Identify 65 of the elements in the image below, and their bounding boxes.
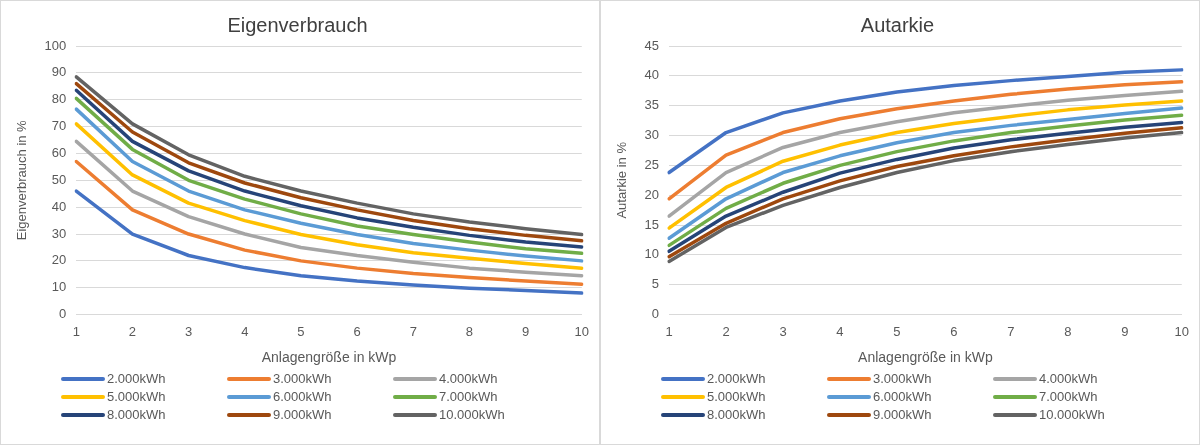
x-tick-label: 2 xyxy=(128,323,137,339)
y-tick-label: 30 xyxy=(51,225,67,241)
legend-label: 7.000kWh xyxy=(439,389,498,404)
y-tick-label: 25 xyxy=(644,156,660,172)
y-tick-label: 35 xyxy=(644,97,660,113)
y-tick-label: 45 xyxy=(644,37,660,53)
legend-label: 10.000kWh xyxy=(1039,407,1105,422)
y-tick-label: 70 xyxy=(51,118,67,134)
x-tick-label: 2 xyxy=(722,323,730,339)
x-tick-label: 6 xyxy=(950,323,958,339)
x-tick-label: 5 xyxy=(297,323,305,339)
y-tick-label: 100 xyxy=(44,37,67,53)
chart-title: Eigenverbrauch xyxy=(227,13,368,36)
legend-label: 8.000kWh xyxy=(707,407,766,422)
legend-label: 7.000kWh xyxy=(1039,389,1098,404)
y-tick-label: 5 xyxy=(651,276,660,292)
x-tick-label: 4 xyxy=(241,323,249,339)
y-tick-label: 10 xyxy=(51,279,67,295)
y-tick-label: 0 xyxy=(651,306,660,322)
legend-label: 10.000kWh xyxy=(439,407,505,422)
legend-label: 4.000kWh xyxy=(1039,371,1098,386)
legend-label: 6.000kWh xyxy=(873,389,932,404)
y-tick-label: 80 xyxy=(51,91,67,107)
x-tick-label: 7 xyxy=(1007,323,1015,339)
x-tick-label: 1 xyxy=(72,323,80,339)
legend-label: 9.000kWh xyxy=(273,407,332,422)
legend-label: 2.000kWh xyxy=(107,371,166,386)
x-tick-label: 4 xyxy=(836,323,844,339)
legend-label: 5.000kWh xyxy=(107,389,166,404)
x-axis-title: Anlagengröße in kWp xyxy=(858,349,993,366)
y-tick-label: 40 xyxy=(51,198,67,214)
y-axis-title: Eigenverbrauch in % xyxy=(14,119,30,241)
y-tick-label: 15 xyxy=(644,216,660,232)
x-tick-label: 8 xyxy=(465,323,474,339)
y-tick-label: 20 xyxy=(51,252,67,268)
y-tick-label: 40 xyxy=(644,67,660,83)
x-tick-label: 3 xyxy=(185,323,193,339)
y-tick-label: 0 xyxy=(59,306,67,322)
x-axis-title: Anlagengröße in kWp xyxy=(261,349,397,366)
x-tick-label: 7 xyxy=(409,323,417,339)
chart-title: Autarkie xyxy=(860,13,935,36)
y-axis-title: Autarkie in % xyxy=(614,141,630,219)
x-tick-label: 9 xyxy=(1121,323,1129,339)
x-tick-label: 10 xyxy=(1174,323,1189,339)
x-tick-label: 10 xyxy=(574,323,589,339)
legend-label: 8.000kWh xyxy=(107,407,166,422)
x-tick-label: 6 xyxy=(353,323,361,339)
y-tick-label: 60 xyxy=(51,145,67,161)
legend-label: 3.000kWh xyxy=(873,371,932,386)
y-tick-label: 30 xyxy=(644,127,660,143)
x-tick-label: 3 xyxy=(779,323,787,339)
x-tick-label: 8 xyxy=(1064,323,1072,339)
x-tick-label: 1 xyxy=(665,323,673,339)
x-tick-label: 9 xyxy=(521,323,530,339)
legend-label: 9.000kWh xyxy=(873,407,932,422)
y-tick-label: 90 xyxy=(51,64,67,80)
legend-label: 5.000kWh xyxy=(707,389,766,404)
legend-label: 4.000kWh xyxy=(439,371,498,386)
y-tick-label: 20 xyxy=(644,186,660,202)
legend-label: 6.000kWh xyxy=(273,389,332,404)
legend-label: 2.000kWh xyxy=(707,371,766,386)
y-tick-label: 10 xyxy=(644,246,660,262)
legend-label: 3.000kWh xyxy=(273,371,332,386)
x-tick-label: 5 xyxy=(893,323,901,339)
y-tick-label: 50 xyxy=(51,171,67,187)
